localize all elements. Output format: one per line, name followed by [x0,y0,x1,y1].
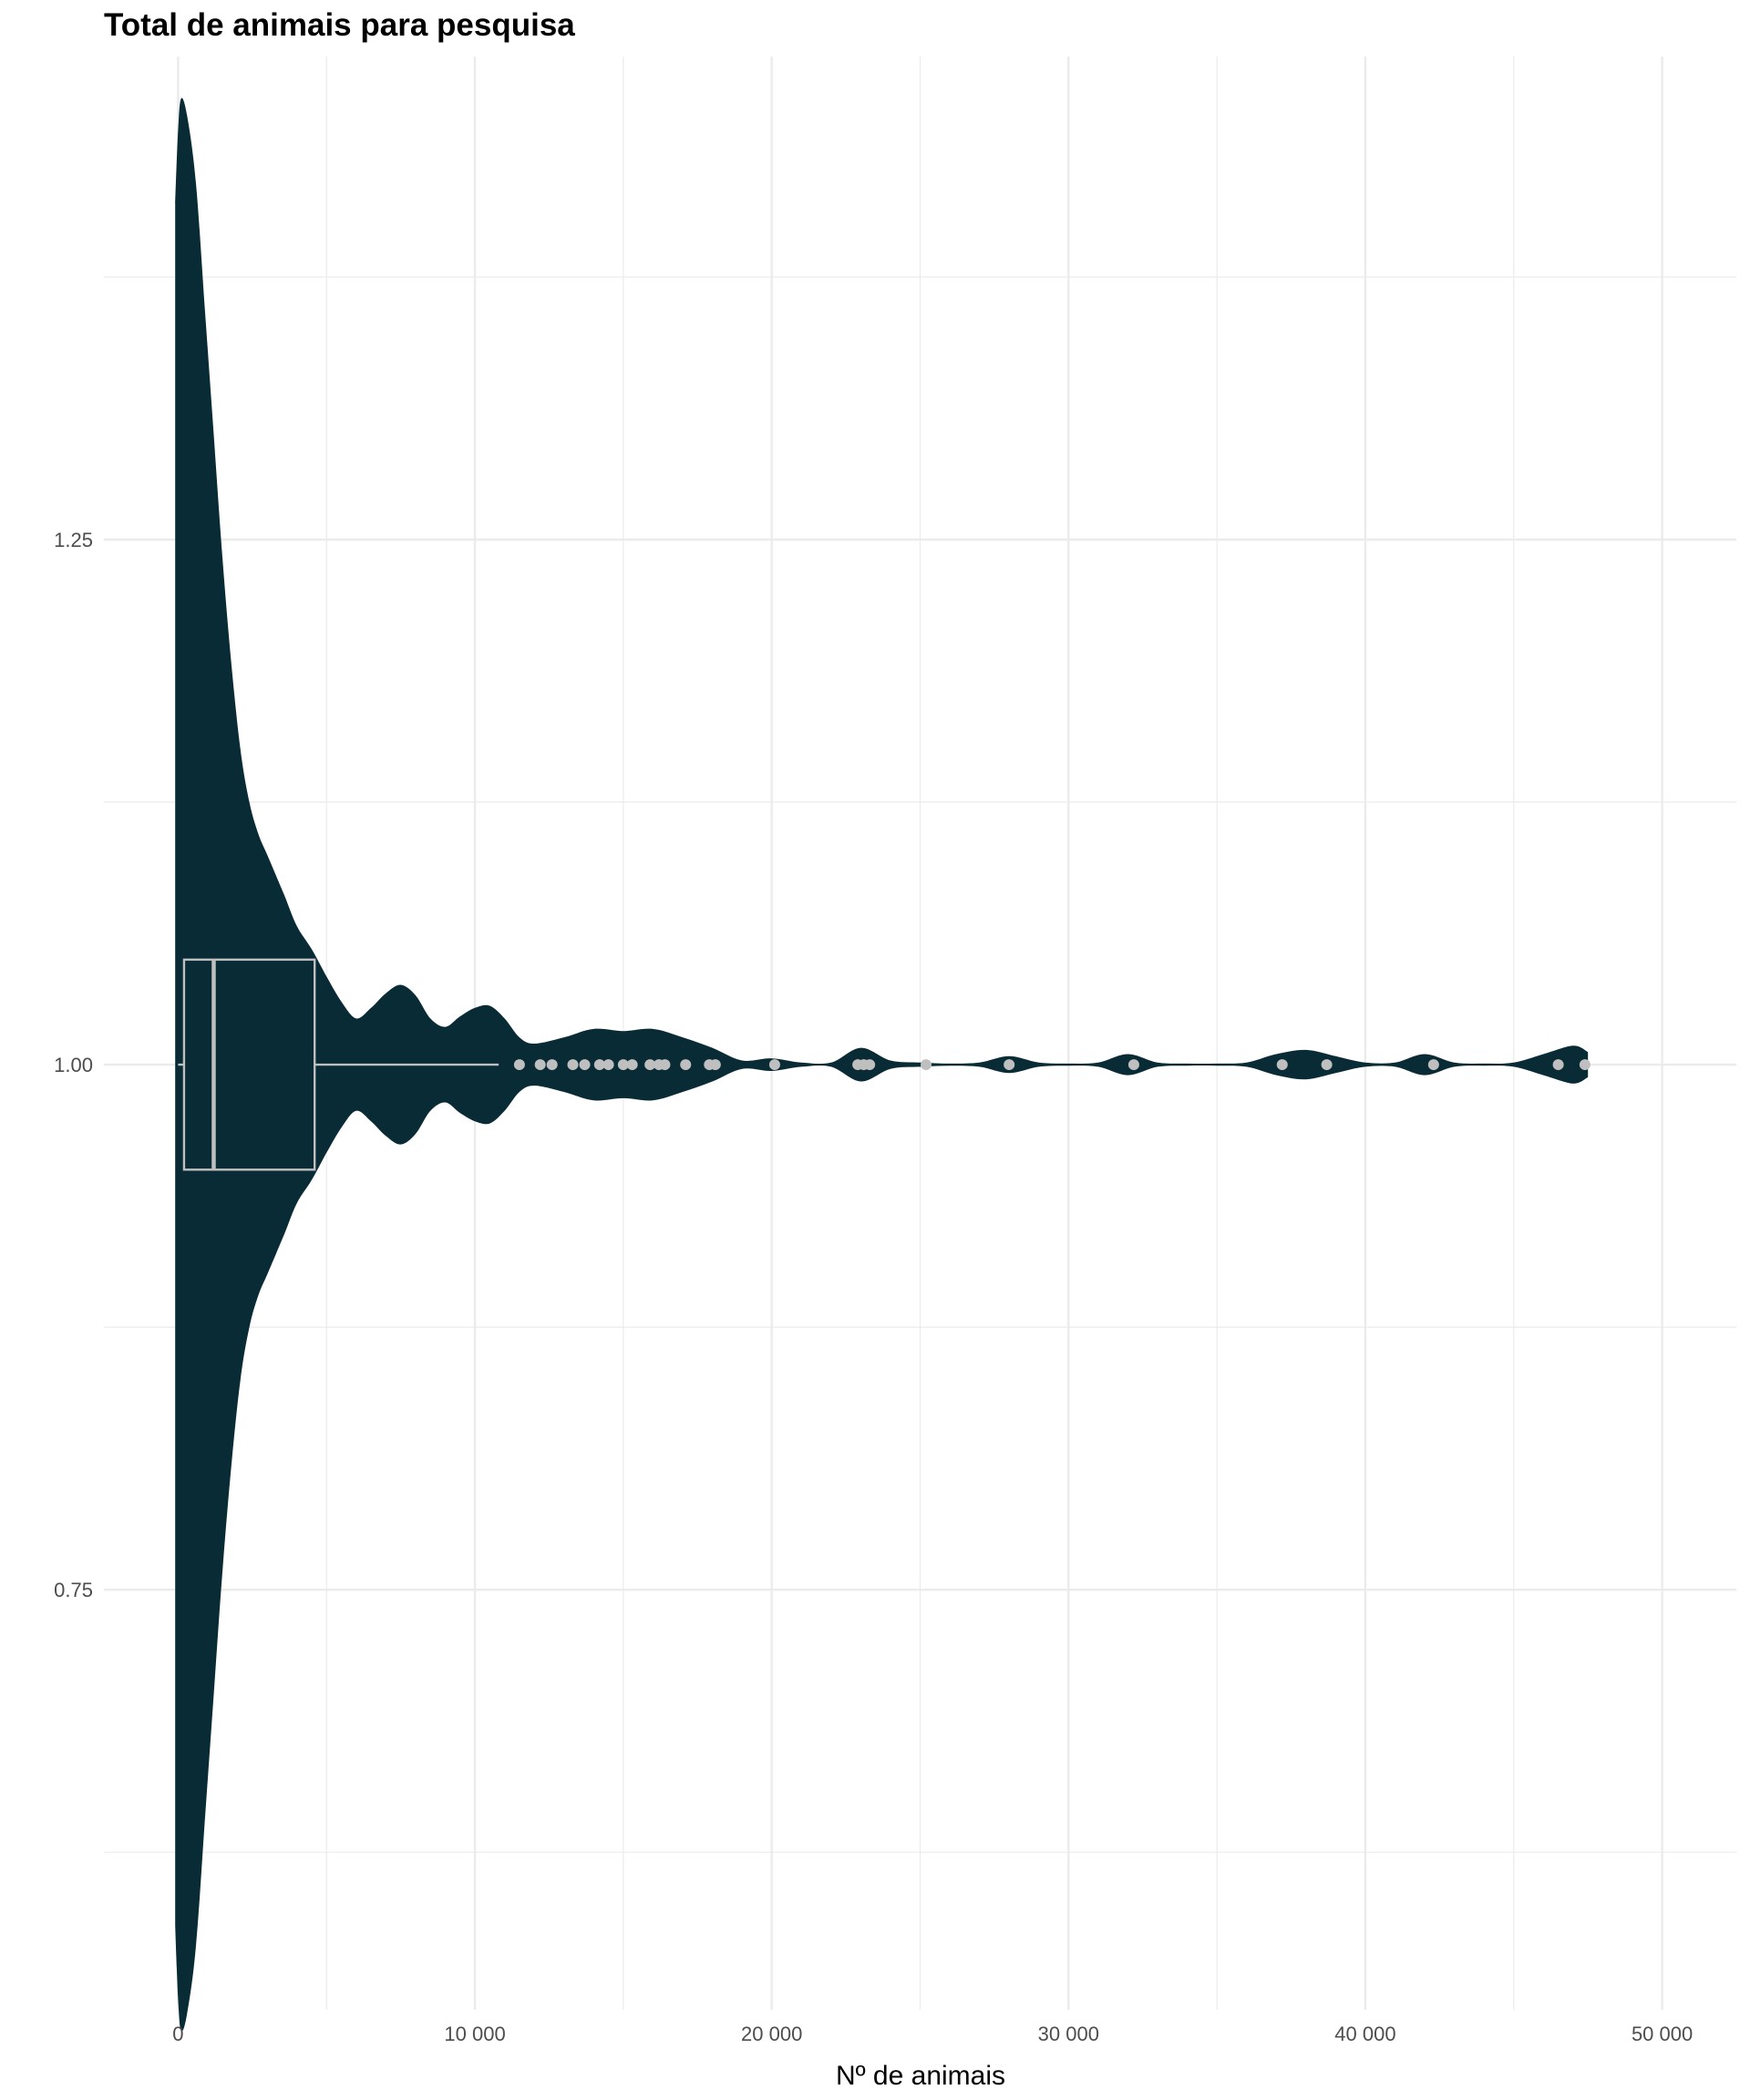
outlier-point [768,1059,780,1071]
outlier-point [1321,1059,1333,1071]
x-tick-label: 20 000 [741,2023,802,2045]
y-axis-tick-labels: 0.75 1.00 1.25 [54,529,93,1601]
outlier-point [1127,1059,1139,1071]
outlier-point [1427,1059,1439,1071]
outlier-point [534,1059,546,1071]
outlier-point [680,1059,692,1071]
outlier-point [1579,1059,1590,1071]
outlier-point [1004,1059,1015,1071]
interquartile-box [182,958,316,1171]
outlier-point [921,1059,932,1071]
outlier-point [864,1059,876,1071]
x-tick-label: 50 000 [1632,2023,1693,2045]
outlier-point [644,1059,656,1071]
outlier-point [513,1059,525,1071]
outlier-point [602,1059,614,1071]
outlier-point [709,1059,721,1071]
x-tick-label: 10 000 [444,2023,505,2045]
outlier-point [546,1059,558,1071]
y-tick-label: 1.00 [54,1054,93,1076]
y-tick-label: 0.75 [54,1579,93,1601]
x-tick-label: 0 [172,2023,183,2045]
x-tick-label: 40 000 [1334,2023,1395,2045]
chart-title: Total de animais para pesquisa [104,7,575,43]
outlier-point [659,1059,671,1071]
outlier-points [513,1059,1590,1071]
outlier-point [626,1059,638,1071]
violin-shape [175,98,1589,2032]
x-axis-title: Nº de animais [836,2061,1005,2091]
y-tick-label: 1.25 [54,529,93,551]
outlier-point [567,1059,579,1071]
boxplot [178,958,499,1171]
outlier-point [579,1059,591,1071]
outlier-point [1552,1059,1564,1071]
x-tick-label: 30 000 [1038,2023,1099,2045]
outlier-point [617,1059,629,1071]
outlier-point [1276,1059,1288,1071]
x-axis-tick-labels: 0 10 000 20 000 30 000 40 000 50 000 [172,2023,1693,2045]
outlier-point [593,1059,605,1071]
